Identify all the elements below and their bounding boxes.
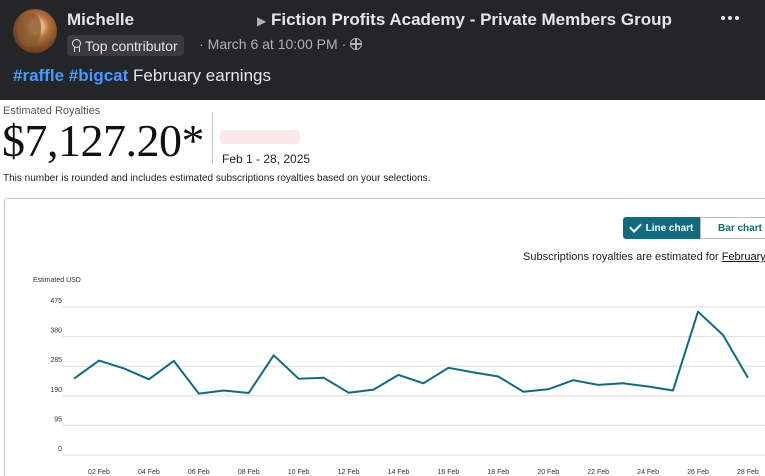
x-tick-label: 20 Feb	[537, 469, 559, 476]
post-body: February earnings	[133, 66, 271, 85]
author-name[interactable]: Michelle	[67, 10, 135, 29]
top-contributor-badge[interactable]: Top contributor	[67, 35, 184, 56]
x-tick-label: 06 Feb	[188, 469, 210, 476]
x-tick-label: 24 Feb	[637, 469, 659, 476]
more-options-button[interactable]	[721, 16, 739, 20]
y-tick-label: 190	[50, 387, 62, 394]
royalties-line-chart: 0 95 190 285 380 475 02 Feb 04 Feb 06 Feb 08 Feb…	[33, 277, 765, 476]
post-header: Michelle ▶ Fiction Profits Academy - Pri…	[0, 0, 765, 100]
x-tick-label: 12 Feb	[338, 469, 360, 476]
bar-chart-label: Bar chart	[718, 222, 762, 234]
x-tick-label: 04 Feb	[138, 469, 160, 476]
royalties-note: This number is rounded and includes esti…	[3, 173, 431, 184]
line-chart-label: Line chart	[645, 222, 694, 234]
globe-icon	[350, 38, 363, 50]
x-tick-label: 02 Feb	[88, 469, 110, 476]
post-text: #raffle #bigcat February earnings	[13, 66, 271, 86]
redacted-area	[220, 130, 300, 144]
estimated-royalties-label: Estimated Royalties	[3, 105, 101, 117]
x-tick-label: 18 Feb	[487, 469, 509, 476]
bar-chart-button[interactable]: Bar chart	[700, 217, 765, 239]
avatar[interactable]	[13, 9, 57, 53]
screenshot-image: Estimated Royalties $7,127.20* Feb 1 - 2…	[0, 100, 765, 476]
x-tick-label: 14 Feb	[388, 469, 410, 476]
x-tick-label: 10 Feb	[288, 469, 310, 476]
y-tick-label: 380	[50, 328, 62, 335]
meta-separator: ·	[199, 36, 204, 52]
x-tick-label: 16 Feb	[438, 469, 460, 476]
caret-right-icon: ▶	[257, 14, 267, 28]
x-tick-label: 28 Feb	[737, 469, 759, 476]
post-meta: · March 6 at 10:00 PM ·	[199, 36, 363, 52]
y-tick-label: 95	[54, 416, 62, 423]
date-range: Feb 1 - 28, 2025	[222, 152, 311, 166]
y-tick-label: 0	[58, 446, 62, 453]
hashtag-bigcat[interactable]: #bigcat	[68, 66, 129, 85]
royalties-amount: $7,127.20*	[2, 115, 205, 166]
meta-separator-2: ·	[341, 36, 347, 52]
ribbon-icon	[72, 39, 81, 52]
x-tick-label: 08 Feb	[238, 469, 260, 476]
divider	[212, 112, 213, 164]
post-timestamp[interactable]: March 6 at 10:00 PM	[207, 36, 338, 52]
subscriptions-month-link[interactable]: February 202	[721, 251, 765, 263]
subscriptions-note-text: Subscriptions royalties are estimated fo…	[523, 251, 719, 263]
y-axis-label: Estimated USD	[33, 277, 81, 284]
group-name[interactable]: Fiction Profits Academy - Private Member…	[271, 10, 672, 29]
hashtag-raffle[interactable]: #raffle	[13, 66, 65, 85]
y-tick-label: 285	[50, 357, 62, 364]
x-tick-label: 26 Feb	[687, 469, 709, 476]
line-chart-button[interactable]: Line chart	[623, 217, 700, 239]
series-line	[73, 310, 749, 395]
badge-label: Top contributor	[85, 37, 178, 54]
subscriptions-note: Subscriptions royalties are estimated fo…	[523, 251, 765, 263]
x-tick-label: 22 Feb	[587, 469, 609, 476]
y-tick-label: 475	[50, 298, 62, 305]
